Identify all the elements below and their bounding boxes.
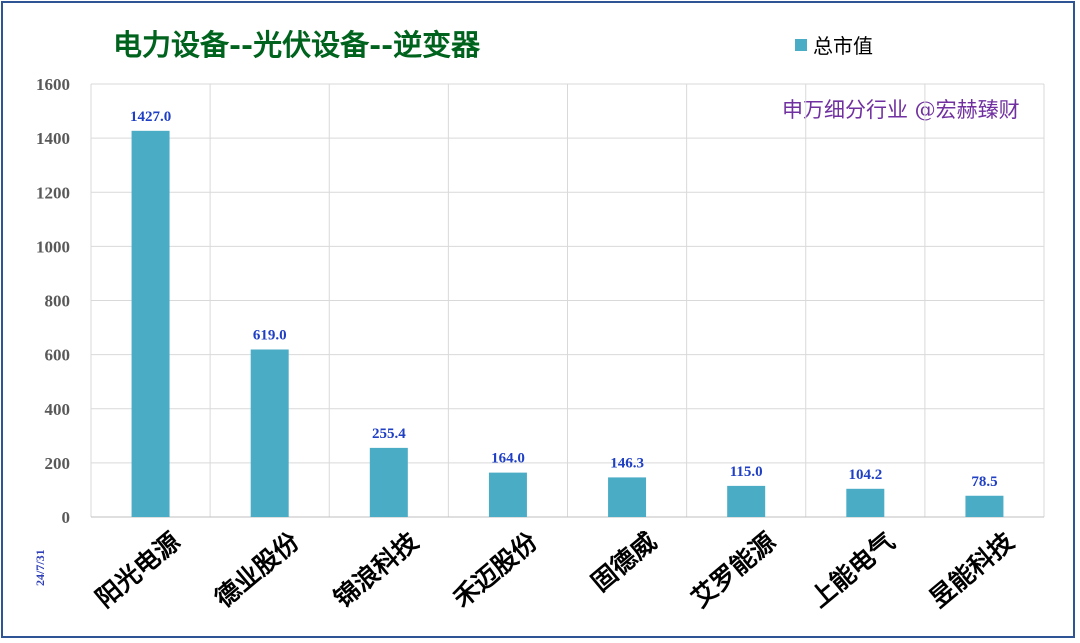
y-tick-label: 1600 <box>36 75 70 94</box>
x-tick-label: 锦浪科技 <box>328 527 423 614</box>
bar <box>250 349 289 517</box>
watermark-text: 申万细分行业 @宏赫臻财 <box>782 98 1020 122</box>
legend: 总市值 <box>795 30 873 59</box>
data-label: 78.5 <box>971 474 997 490</box>
bar <box>369 447 408 517</box>
bar <box>608 477 647 517</box>
y-tick-label: 800 <box>45 292 71 311</box>
x-tick-label: 禾迈股份 <box>448 527 543 614</box>
bar <box>965 495 1004 517</box>
data-label: 104.2 <box>848 467 882 483</box>
x-tick-label: 德业股份 <box>209 527 304 614</box>
bar <box>846 488 885 517</box>
y-tick-label: 0 <box>62 508 71 527</box>
x-tick-label: 昱能科技 <box>924 527 1019 614</box>
data-label: 255.4 <box>372 426 406 442</box>
y-tick-label: 1400 <box>36 129 70 148</box>
y-tick-label: 400 <box>45 400 71 419</box>
bar <box>488 472 527 517</box>
bar <box>727 485 766 517</box>
data-label: 1427.0 <box>130 109 171 125</box>
data-label: 146.3 <box>610 455 644 471</box>
data-label: 164.0 <box>491 451 525 467</box>
legend-swatch <box>795 38 807 51</box>
x-tick-label: 固德威 <box>586 527 662 597</box>
legend-label: 总市值 <box>813 34 873 58</box>
data-label: 115.0 <box>730 464 763 480</box>
data-label: 619.0 <box>253 327 287 343</box>
y-tick-label: 200 <box>45 454 71 473</box>
chart-title: 电力设备--光伏设备--逆变器 <box>113 28 481 62</box>
bar <box>131 130 170 518</box>
y-tick-label: 600 <box>45 346 71 365</box>
x-tick-label: 阳光电源 <box>90 527 185 614</box>
y-tick-label: 1000 <box>36 237 70 256</box>
x-tick-label: 艾罗能源 <box>686 527 781 614</box>
x-tick-label: 上能电气 <box>805 527 900 614</box>
y-tick-label: 1200 <box>36 183 70 202</box>
